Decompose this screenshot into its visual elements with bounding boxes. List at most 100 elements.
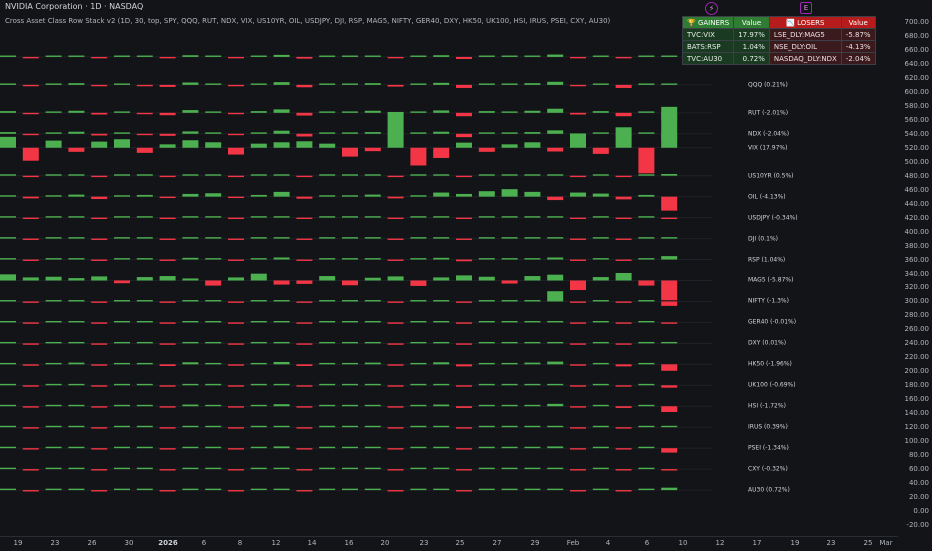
bar-psei-8: [182, 446, 199, 449]
bar-ger40-17: [387, 322, 404, 324]
bar-qqq-20: [456, 84, 472, 88]
bar-dxy-22: [501, 341, 518, 344]
bar-uk100-17: [387, 385, 404, 387]
row-label: US10YR (0.5%): [748, 172, 794, 180]
earnings-icon[interactable]: E: [800, 2, 812, 14]
bar-rsp-4: [91, 259, 108, 261]
bar-oil-15: [342, 195, 358, 197]
bar-ger40-4: [91, 322, 108, 324]
bar-au30-13: [296, 490, 313, 492]
symbol-title[interactable]: NVIDIA Corporation · 1D · NASDAQ: [5, 2, 144, 11]
bar-dxy-21: [478, 341, 495, 344]
bar-hsi-2: [45, 404, 62, 407]
price-tick-label: 60.00: [908, 465, 929, 474]
bar-usdjpy-9: [205, 216, 222, 218]
bar-us10yr-9: [205, 174, 222, 176]
bar-qqq-8: [182, 82, 199, 85]
bar-rut-13: [296, 112, 313, 116]
bar-psei-29: [661, 448, 678, 453]
bar-hk50-27: [615, 364, 632, 367]
bar-mag5-9: [205, 280, 222, 286]
bar-uk100-11: [250, 383, 267, 386]
time-tick-label: 6: [201, 539, 207, 547]
bar-hsi-10: [228, 406, 244, 408]
chart-plot[interactable]: [0, 0, 898, 536]
bar-ger40-21: [478, 321, 495, 323]
bar-mag5-19: [433, 277, 450, 281]
bar-spy-4: [91, 56, 108, 59]
bar-rsp-23: [524, 258, 541, 260]
bar-oil-4: [91, 196, 108, 200]
bar-spy-3: [68, 55, 85, 57]
bar-nifty-15: [342, 300, 358, 302]
bar-cxy-16: [364, 467, 381, 470]
bar-us10yr-28: [638, 174, 655, 176]
gainer-symbol: BATS:RSP: [681, 40, 735, 53]
bar-rsp-18: [410, 258, 427, 260]
bar-usdjpy-7: [159, 217, 176, 220]
bar-ger40-15: [342, 321, 358, 323]
bar-cxy-15: [342, 467, 358, 470]
bar-spy-18: [410, 55, 427, 57]
bar-dji-8: [182, 237, 199, 239]
bar-hk50-22: [501, 362, 518, 365]
bar-usdjpy-21: [478, 216, 495, 218]
bar-rsp-14: [319, 258, 336, 260]
bar-ger40-25: [570, 322, 586, 324]
row-label: DJI (0.1%): [748, 235, 778, 243]
price-axis[interactable]: 700.00 680.00 660.00 640.00 620.00 600.00 580.…: [898, 0, 932, 536]
bar-vix-16: [364, 147, 381, 152]
bar-psei-22: [501, 446, 518, 449]
bar-psei-24: [547, 446, 564, 449]
bar-dji-29: [661, 237, 678, 239]
bar-rsp-9: [205, 258, 222, 260]
bar-hsi-8: [182, 404, 199, 407]
bar-rut-4: [91, 112, 108, 115]
bar-rsp-24: [547, 257, 564, 260]
bar-psei-5: [114, 446, 130, 449]
bar-uk100-25: [570, 385, 586, 387]
bar-irus-28: [638, 425, 655, 428]
bar-mag5-15: [342, 280, 358, 286]
bar-dxy-5: [114, 341, 130, 344]
time-axis[interactable]: 19 23 26 30 2026 6 8 12 14 16 20 23 25 27 29 Feb 4 6 10 12 1…: [0, 536, 898, 551]
bar-ger40-26: [592, 321, 609, 323]
bar-au30-27: [615, 490, 632, 492]
indicator-legend[interactable]: Cross Asset Class Row Stack v2 (1D, 30, …: [5, 17, 611, 25]
loser-value: -2.04%: [840, 52, 876, 65]
bar-rsp-16: [364, 258, 381, 260]
bar-usdjpy-18: [410, 216, 427, 218]
time-tick-label: 14: [307, 539, 317, 547]
bar-rut-23: [524, 110, 541, 113]
flash-icon[interactable]: ⚡: [705, 2, 718, 15]
bar-spy-15: [342, 55, 358, 57]
bar-nifty-24: [547, 291, 564, 302]
price-tick-label: 120.00: [904, 423, 930, 432]
bar-mag5-7: [159, 276, 176, 281]
bar-ndx-8: [182, 131, 199, 134]
bar-irus-1: [22, 427, 39, 429]
bar-mag5-23: [524, 276, 541, 281]
price-tick-label: 640.00: [904, 59, 930, 68]
bar-vix-14: [319, 143, 336, 148]
bar-psei-26: [592, 446, 609, 449]
bar-oil-23: [524, 191, 541, 197]
price-tick-label: 360.00: [904, 255, 930, 264]
table-row: TVC:VIX 17.97% LSE_DLY:MAG5 -5.87%: [681, 28, 876, 41]
chart-area[interactable]: NVIDIA Corporation · 1D · NASDAQ Cross A…: [0, 0, 898, 536]
bar-mag5-16: [364, 277, 381, 281]
time-tick-label: 6: [644, 539, 650, 547]
row-label: DXY (0.01%): [748, 339, 787, 347]
bar-us10yr-11: [250, 174, 267, 176]
bar-nifty-0: [0, 300, 16, 302]
bar-rut-3: [68, 110, 85, 113]
bar-qqq-23: [524, 83, 541, 85]
bar-cxy-25: [570, 469, 586, 471]
bar-cxy-5: [114, 467, 130, 470]
bar-oil-20: [456, 193, 472, 197]
bar-ndx-0: [0, 132, 16, 134]
price-tick-label: 440.00: [904, 199, 930, 208]
bar-vix-11: [250, 143, 267, 148]
bar-uk100-24: [547, 383, 564, 386]
bar-nifty-23: [524, 300, 541, 302]
